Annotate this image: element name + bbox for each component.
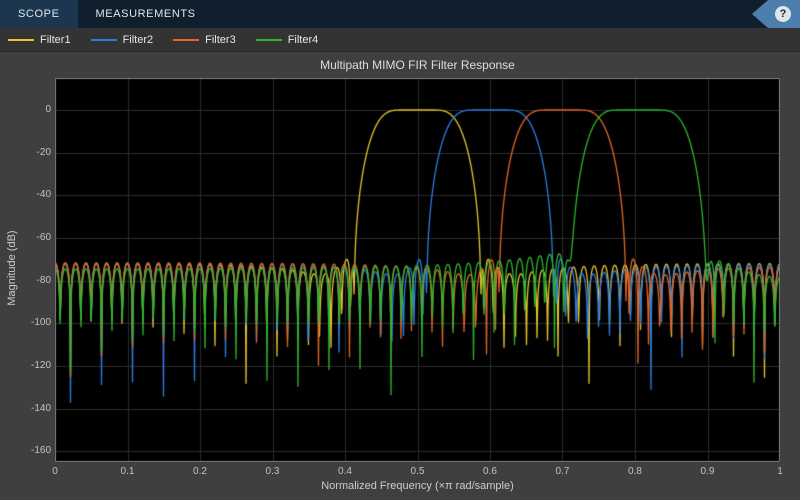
x-tick-label: 0.2 <box>193 466 207 477</box>
legend-item-filter4[interactable]: Filter4 <box>255 33 319 46</box>
legend-line-sample <box>173 38 200 41</box>
x-tick-label: 0.9 <box>700 466 715 477</box>
y-tick-label: -40 <box>36 189 51 201</box>
x-axis-label: Normalized Frequency (×π rad/sample) <box>321 480 514 492</box>
x-tick-label: 0.3 <box>265 466 280 477</box>
legend-line-sample <box>90 38 117 41</box>
legend-item-label: Filter4 <box>287 33 319 46</box>
y-tick-label: -80 <box>36 274 51 286</box>
x-tick-label: 0.8 <box>628 466 642 477</box>
x-tick-label: 1 <box>777 466 783 477</box>
help-button[interactable]: ? <box>775 6 791 22</box>
x-tick-label: 0.5 <box>410 466 425 477</box>
plot-canvas[interactable] <box>55 78 780 462</box>
y-tick-label: -140 <box>30 402 51 414</box>
tab-scope[interactable]: SCOPE <box>0 0 78 28</box>
help-banner: ? <box>752 0 800 28</box>
legend-item-filter1[interactable]: Filter1 <box>8 34 71 46</box>
x-tick-label: 0 <box>52 466 58 477</box>
legend-line-sample <box>255 38 282 41</box>
y-tick-label: 0 <box>45 104 51 115</box>
y-tick-label: -160 <box>30 445 51 457</box>
legend-item-label: Filter2 <box>122 33 154 46</box>
legend-item-label: Filter1 <box>40 33 71 46</box>
legend-bar: Filter1 Filter2 Filter3 Filter4 <box>0 28 800 52</box>
legend-item-filter2[interactable]: Filter2 <box>90 33 154 46</box>
y-tick-label: -60 <box>36 232 51 243</box>
plot-title: Multipath MIMO FIR Filter Response <box>320 58 515 72</box>
x-tick-label: 0.1 <box>120 466 135 477</box>
y-tick-label: -20 <box>36 146 51 158</box>
y-tick-label: -120 <box>30 360 51 371</box>
legend-item-filter3[interactable]: Filter3 <box>173 34 236 46</box>
legend-item-label: Filter3 <box>205 33 236 46</box>
y-tick-label: -100 <box>30 317 51 329</box>
x-tick-label: 0.4 <box>338 466 352 477</box>
tab-measurements[interactable]: MEASUREMENTS <box>95 8 196 20</box>
toolbar: SCOPE MEASUREMENTS ? <box>0 0 800 28</box>
legend-line-sample <box>8 38 34 41</box>
x-tick-label: 0.7 <box>555 466 570 477</box>
plot-region: Multipath MIMO FIR Filter Response Norma… <box>0 52 800 500</box>
x-tick-label: 0.6 <box>483 466 497 477</box>
